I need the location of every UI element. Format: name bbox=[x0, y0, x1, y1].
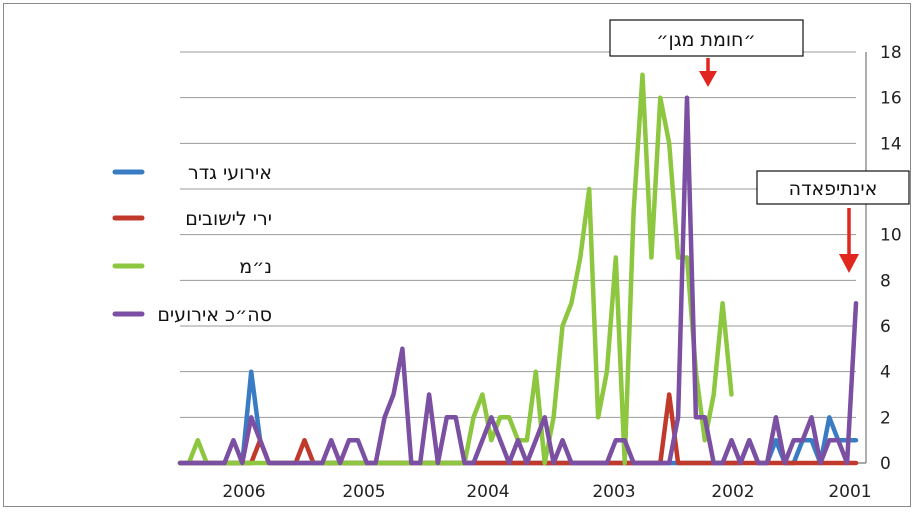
annotations: אינתיפאדה ״חומת מגן״ bbox=[609, 19, 910, 273]
x-tick-label: 2005 bbox=[342, 482, 385, 502]
annotation-arrowhead bbox=[839, 254, 859, 273]
annotation-arrowhead bbox=[699, 71, 717, 87]
y-tick-label: 8 bbox=[880, 271, 891, 291]
legend: אירועי גדר ירי לישובים נ״מ סה״כ אירועים bbox=[112, 162, 272, 326]
legend-label: נ״מ bbox=[239, 256, 272, 278]
annotation-label: אינתיפאדה bbox=[789, 178, 878, 200]
x-tick-label: 2001 bbox=[828, 482, 871, 502]
y-tick-label: 14 bbox=[880, 134, 902, 154]
annotation-box bbox=[756, 170, 910, 205]
legend-label: סה״כ אירועים bbox=[157, 304, 272, 326]
y-tick-label: 6 bbox=[880, 317, 891, 337]
annotation-box bbox=[609, 19, 804, 57]
legend-label: אירועי גדר bbox=[188, 162, 272, 184]
y-tick-label: 10 bbox=[880, 226, 902, 246]
y-tick-labels: 024681012141618 bbox=[880, 43, 902, 474]
annotation-label: ״חומת מגן״ bbox=[656, 29, 755, 51]
x-tick-label: 2006 bbox=[222, 482, 265, 502]
legend-label: ירי לישובים bbox=[185, 208, 272, 230]
x-tick-label: 2002 bbox=[711, 482, 754, 502]
axes bbox=[180, 52, 867, 464]
y-tick-label: 16 bbox=[880, 89, 902, 109]
y-tick-label: 2 bbox=[880, 408, 891, 428]
x-tick-label: 2004 bbox=[466, 482, 509, 502]
x-tick-label: 2003 bbox=[592, 482, 635, 502]
y-tick-label: 18 bbox=[880, 43, 902, 63]
y-tick-label: 0 bbox=[880, 454, 891, 474]
x-tick-labels: 2001 2002 2003 2004 2005 2006 bbox=[222, 482, 871, 502]
gridlines bbox=[180, 51, 856, 418]
y-tick-label: 4 bbox=[880, 363, 891, 383]
series-lines bbox=[177, 72, 859, 466]
series-line-3 bbox=[177, 95, 859, 466]
